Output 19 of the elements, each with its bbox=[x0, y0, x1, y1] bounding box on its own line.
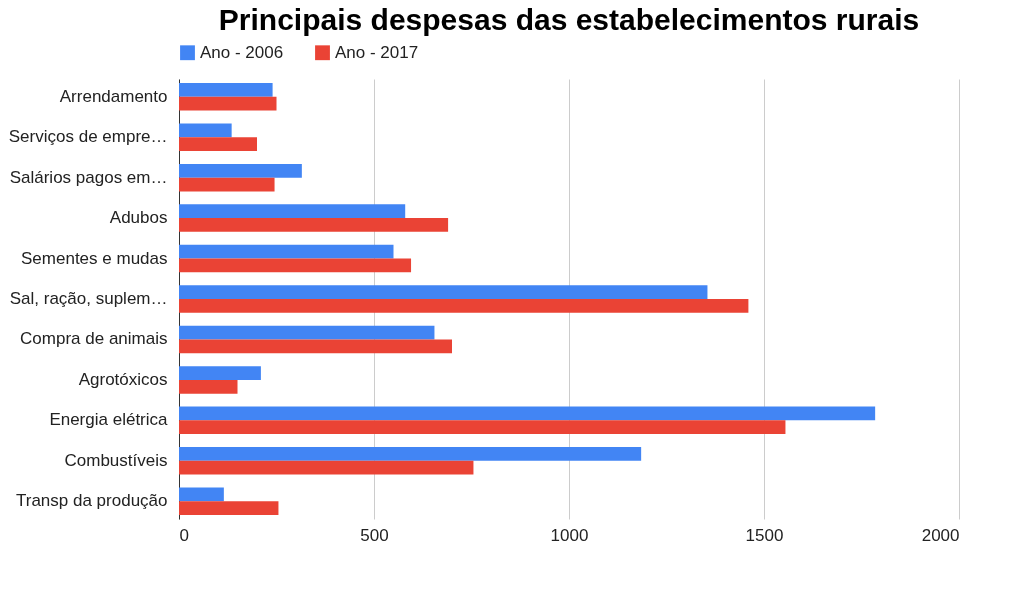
x-tick-label: 0 bbox=[179, 525, 189, 545]
y-tick-label: Arrendamento bbox=[59, 86, 168, 106]
x-tick-label: 2000 bbox=[921, 525, 960, 545]
y-tick-label: Salários pagos em… bbox=[9, 167, 168, 187]
y-tick-label: Serviços de empre… bbox=[8, 127, 168, 147]
y-tick-label: Compra de animais bbox=[20, 329, 168, 349]
legend-label: Ano - 2017 bbox=[335, 42, 419, 62]
y-tick-label: Adubos bbox=[109, 208, 168, 228]
y-tick-label: Transp da produção bbox=[15, 491, 168, 511]
y-tick-label: Agrotóxicos bbox=[78, 369, 168, 389]
legend-label: Ano - 2006 bbox=[200, 42, 284, 62]
y-tick-label: Combustíveis bbox=[64, 450, 168, 470]
y-tick-label: Energia elétrica bbox=[49, 410, 169, 430]
x-tick-label: 1000 bbox=[550, 525, 589, 545]
x-tick-label: 500 bbox=[360, 525, 389, 545]
y-tick-label: Sal, ração, suplem… bbox=[9, 289, 168, 308]
y-tick-label: Sementes e mudas bbox=[21, 248, 168, 268]
x-tick-label: 1500 bbox=[745, 525, 784, 545]
chart-title: Principais despesas das estabelecimentos rurais bbox=[218, 3, 920, 36]
